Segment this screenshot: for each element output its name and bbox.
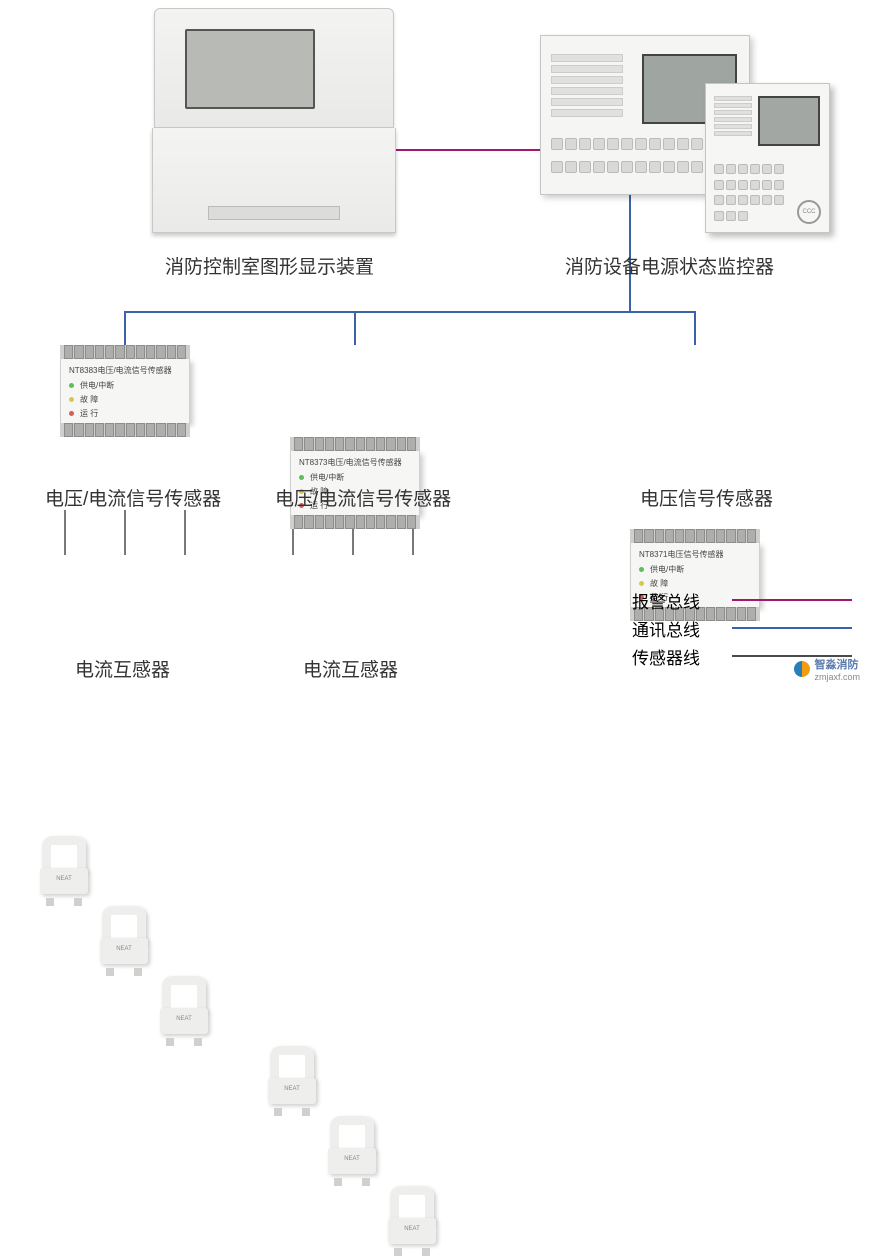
legend-label-alarm: 报警总线	[632, 588, 700, 613]
ct-1-1: NEAT	[40, 836, 88, 906]
label-sensor-vi-1: 电压/电流信号传感器	[45, 484, 221, 511]
ccc-mark-icon: CCC	[797, 200, 821, 224]
module-terminals-top	[290, 437, 420, 451]
console-device	[154, 8, 394, 233]
legend-line-alarm	[732, 599, 852, 601]
module-terminals-bottom	[290, 515, 420, 529]
module-terminals-top	[630, 529, 760, 543]
console-monitor-housing	[154, 8, 394, 128]
power-monitor-panels: CCC	[540, 35, 830, 235]
module-body: NT8383电压/电流信号传感器供电/中断故 障运 行	[60, 359, 190, 423]
ct-2-1: NEAT	[268, 1046, 316, 1116]
label-console: 消防控制室图形显示装置	[165, 252, 374, 279]
label-sensor-v: 电压信号传感器	[640, 484, 773, 511]
ct-1-2: NEAT	[100, 906, 148, 976]
sensor-module-1: NT8383电压/电流信号传感器供电/中断故 障运 行	[60, 345, 190, 437]
label-sensor-vi-2: 电压/电流信号传感器	[275, 484, 451, 511]
label-ct-2: 电流互感器	[303, 655, 398, 682]
label-monitor: 消防设备电源状态监控器	[565, 252, 774, 279]
legend-row-comm: 通讯总线	[632, 614, 852, 642]
module-title: NT8373电压/电流信号传感器	[299, 457, 411, 468]
module-terminals-bottom	[60, 423, 190, 437]
ct-2-2: NEAT	[328, 1116, 376, 1186]
console-screen	[185, 29, 315, 109]
watermark-logo-icon	[794, 661, 810, 677]
legend-line-comm	[732, 627, 852, 629]
watermark-brand: 智淼消防	[814, 656, 860, 672]
sensor-module-2: NT8373电压/电流信号传感器供电/中断故 障运 行	[290, 437, 420, 529]
ct-2-3: NEAT	[388, 1186, 436, 1256]
label-ct-1: 电流互感器	[75, 655, 170, 682]
watermark-url: zmjaxf.com	[814, 672, 860, 682]
ct-1-3: NEAT	[160, 976, 208, 1046]
module-title: NT8383电压/电流信号传感器	[69, 365, 181, 376]
module-title: NT8371电压信号传感器	[639, 549, 751, 560]
console-pedestal	[152, 128, 396, 233]
legend-row-alarm: 报警总线	[632, 586, 852, 614]
monitor-panel-small: CCC	[705, 83, 830, 233]
watermark: 智淼消防 zmjaxf.com	[794, 656, 860, 682]
legend-label-sensor: 传感器线	[632, 644, 700, 669]
legend-label-comm: 通讯总线	[632, 616, 700, 641]
module-terminals-top	[60, 345, 190, 359]
